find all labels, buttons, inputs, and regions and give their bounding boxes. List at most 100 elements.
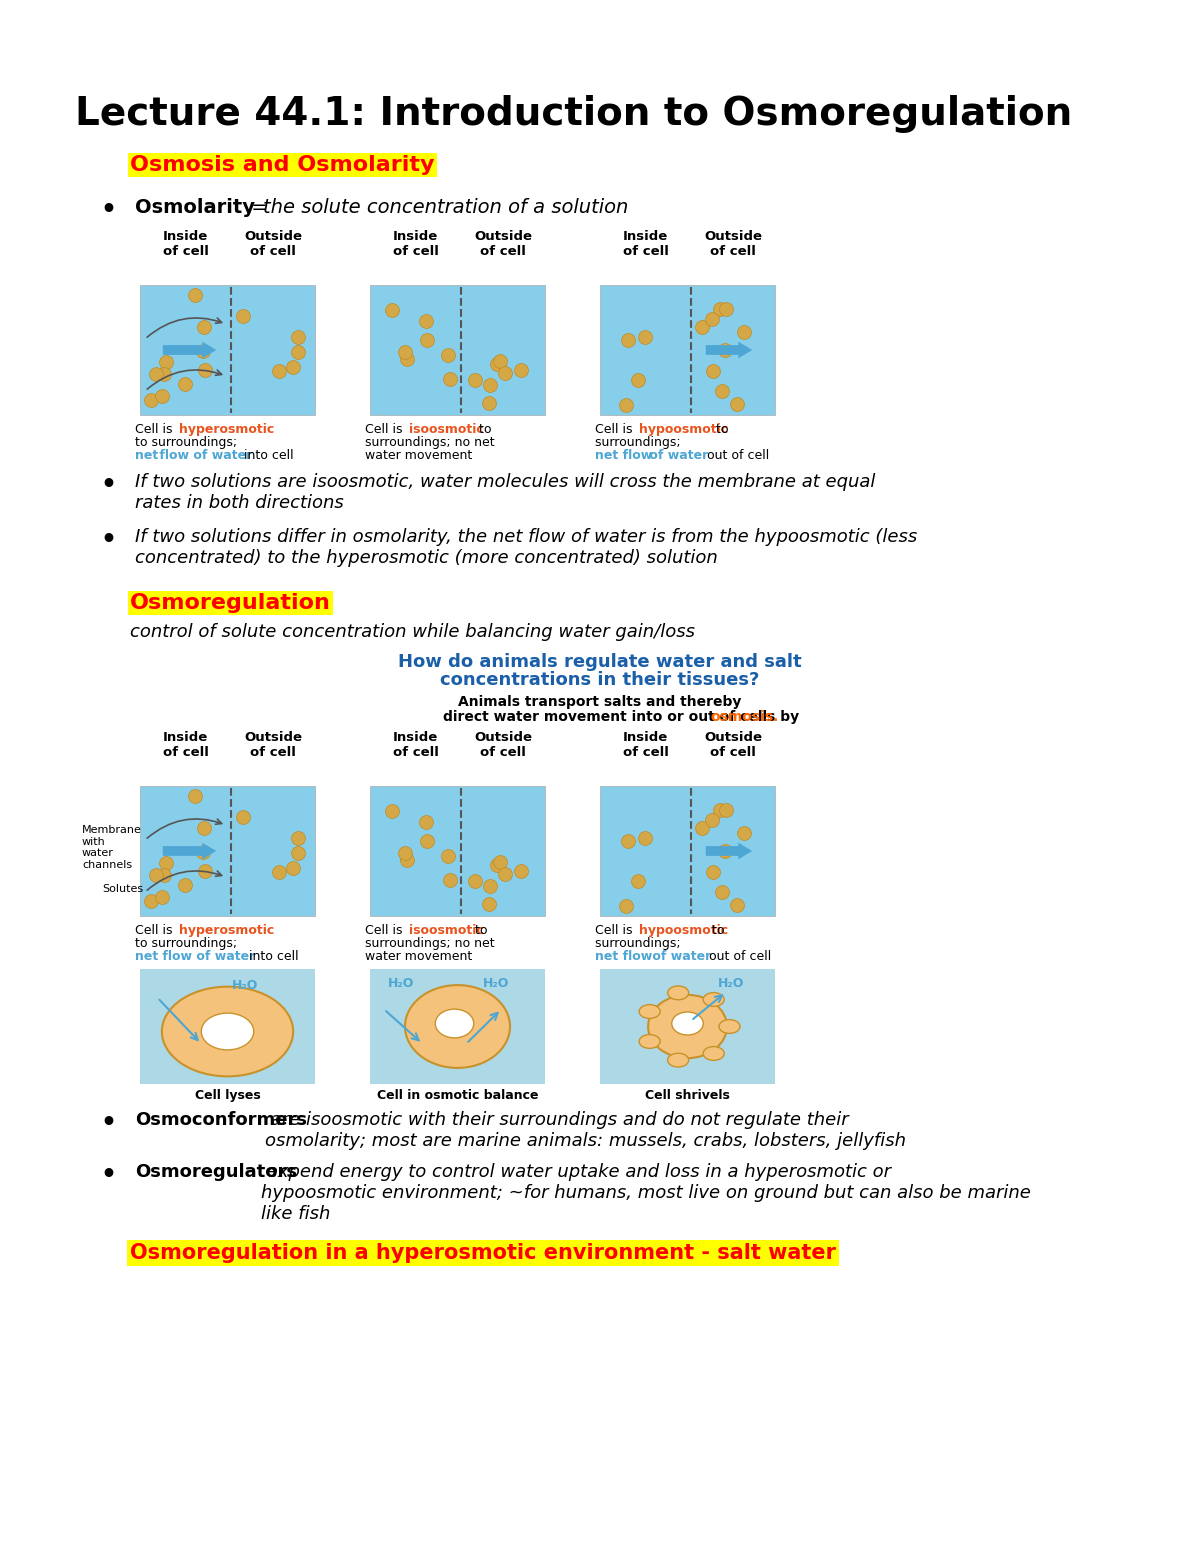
Text: Cell lyses: Cell lyses (194, 1089, 260, 1103)
Point (481, 873, 500, 898)
Text: Inside
of cell: Inside of cell (623, 230, 668, 258)
Text: Outside
of cell: Outside of cell (474, 230, 532, 258)
Point (395, 840, 414, 865)
Point (382, 798, 401, 823)
Text: Inside
of cell: Inside of cell (392, 230, 438, 258)
Text: Solutes: Solutes (102, 884, 143, 893)
Point (395, 340, 414, 365)
Point (289, 825, 308, 849)
Point (491, 849, 510, 874)
FancyArrowPatch shape (706, 843, 752, 859)
Text: •: • (100, 528, 116, 551)
Ellipse shape (667, 986, 689, 1000)
Ellipse shape (162, 986, 293, 1076)
Bar (370, 286, 545, 415)
Point (716, 798, 736, 823)
Point (487, 351, 506, 376)
Text: H₂O: H₂O (232, 978, 258, 992)
Text: of water: of water (646, 449, 708, 461)
Text: to: to (470, 924, 487, 936)
Point (156, 851, 175, 876)
Bar (370, 786, 545, 916)
Bar (140, 969, 314, 1084)
Point (617, 893, 636, 918)
Point (283, 856, 302, 881)
Text: net flow: net flow (595, 950, 653, 963)
Point (617, 393, 636, 418)
Point (155, 863, 174, 888)
Point (496, 360, 515, 385)
Text: Osmosis and Osmolarity: Osmosis and Osmolarity (130, 155, 434, 175)
Text: Lecture 44.1: Introduction to Osmoregulation: Lecture 44.1: Introduction to Osmoregula… (74, 95, 1073, 134)
Text: Cell is: Cell is (134, 924, 176, 936)
Ellipse shape (667, 1053, 689, 1067)
Point (464, 368, 484, 393)
Point (734, 320, 754, 345)
Text: Osmoregulation in a hyperosmotic environment - salt water: Osmoregulation in a hyperosmotic environ… (130, 1242, 836, 1263)
Point (416, 809, 436, 834)
Text: into cell: into cell (245, 950, 299, 963)
Point (480, 891, 499, 916)
Point (712, 879, 731, 904)
Point (734, 820, 754, 845)
Text: hyperosmotic: hyperosmotic (179, 422, 275, 436)
Text: Cell is: Cell is (595, 924, 636, 936)
Point (439, 843, 458, 868)
Point (703, 860, 722, 885)
Text: water movement: water movement (365, 950, 473, 963)
Text: Inside
of cell: Inside of cell (162, 230, 209, 258)
Bar (600, 969, 775, 1084)
Point (234, 804, 253, 829)
Point (269, 359, 288, 384)
Point (636, 825, 655, 849)
Text: •: • (100, 1163, 116, 1186)
Text: net: net (134, 950, 158, 963)
Point (715, 337, 734, 362)
Point (156, 349, 175, 374)
Point (418, 328, 437, 353)
Point (636, 325, 655, 349)
Text: Cell shrivels: Cell shrivels (646, 1089, 730, 1103)
FancyArrowPatch shape (706, 342, 752, 359)
Ellipse shape (640, 1005, 660, 1019)
Text: to: to (712, 422, 728, 436)
Point (715, 839, 734, 863)
Point (629, 368, 648, 393)
Point (397, 848, 416, 873)
Point (727, 391, 746, 416)
Point (618, 828, 637, 853)
Point (175, 873, 194, 898)
Point (702, 307, 721, 332)
Text: hypoosmotic: hypoosmotic (640, 924, 728, 936)
Text: How do animals regulate water and salt: How do animals regulate water and salt (398, 652, 802, 671)
Text: flow of water: flow of water (155, 449, 252, 461)
Point (234, 304, 253, 329)
Text: to surroundings;: to surroundings; (134, 436, 241, 449)
Point (193, 339, 212, 363)
Ellipse shape (648, 995, 727, 1058)
Text: Outside
of cell: Outside of cell (704, 731, 762, 759)
Point (194, 315, 214, 340)
Bar (370, 969, 545, 1084)
Text: Outside
of cell: Outside of cell (704, 230, 762, 258)
Text: out of cell: out of cell (703, 449, 769, 461)
Text: control of solute concentration while balancing water gain/loss: control of solute concentration while ba… (130, 623, 695, 641)
Text: H₂O: H₂O (389, 977, 415, 989)
Text: concentrations in their tissues?: concentrations in their tissues? (440, 671, 760, 690)
Text: net: net (134, 449, 158, 461)
Text: hypoosmotic: hypoosmotic (640, 422, 728, 436)
Text: isoosmotic: isoosmotic (409, 924, 484, 936)
Point (727, 893, 746, 918)
Text: Inside
of cell: Inside of cell (162, 731, 209, 759)
Text: Cell is: Cell is (134, 422, 176, 436)
Point (142, 888, 161, 913)
Point (692, 815, 712, 840)
Text: to: to (708, 924, 725, 936)
Point (152, 384, 172, 408)
Point (703, 359, 722, 384)
Bar (140, 286, 314, 415)
Point (487, 853, 506, 877)
Point (416, 309, 436, 334)
Text: If two solutions differ in osmolarity, the net flow of water is from the hypoosm: If two solutions differ in osmolarity, t… (134, 528, 917, 567)
Point (512, 359, 532, 384)
